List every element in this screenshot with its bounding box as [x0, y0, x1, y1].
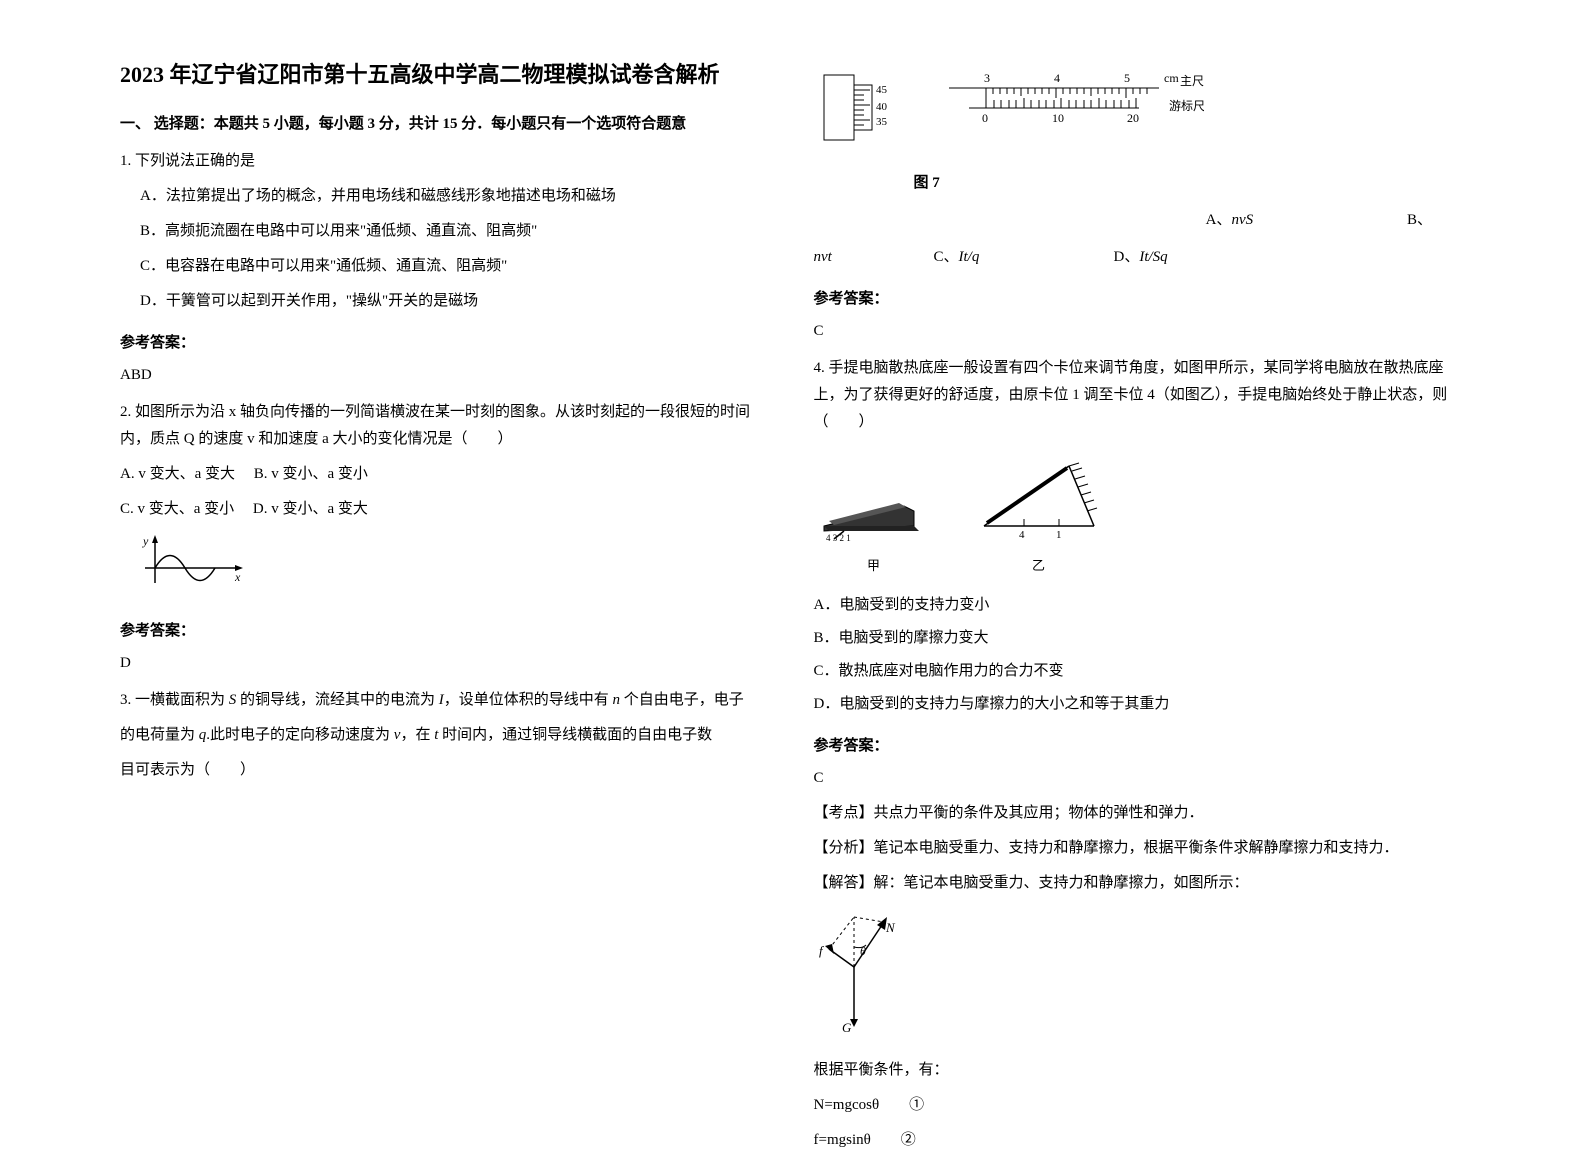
q3-stem-line2: 的电荷量为 q.此时电子的定向移动速度为 v，在 t 时间内，通过铜导线横截面的… — [120, 722, 774, 749]
q1-stem: 1. 下列说法正确的是 — [120, 148, 774, 175]
ruler-figure: 45 40 35 3 4 5 cm — [814, 70, 1468, 160]
q4-analysis-3: 【解答】解：笔记本电脑受重力、支持力和静摩擦力，如图所示： — [814, 870, 1468, 897]
q1-option-b: B．高频扼流圈在电路中可以用来"通低频、通直流、阻高频" — [140, 218, 774, 245]
q3-answer-label: 参考答案： — [814, 286, 1468, 313]
q2-wave-figure: y x — [140, 533, 774, 603]
q3-option-b-prefix: B、 — [1407, 207, 1467, 234]
q1-option-a: A．法拉第提出了场的概念，并用电场线和磁感线形象地描述电场和磁场 — [140, 183, 774, 210]
q3-option-a: A、nvS — [1206, 207, 1407, 234]
right-column: 45 40 35 3 4 5 cm — [794, 60, 1488, 1062]
q1-answer-label: 参考答案： — [120, 330, 774, 357]
q4-option-c: C．散热底座对电脑作用力的合力不变 — [814, 658, 1468, 685]
svg-text:4 3 2 1: 4 3 2 1 — [826, 533, 851, 541]
svg-text:4: 4 — [1019, 529, 1025, 541]
q2-stem: 2. 如图所示为沿 x 轴负向传播的一列简谐横波在某一时刻的图象。从该时刻起的一… — [120, 399, 774, 453]
q3-option-b-val: nvt — [814, 244, 934, 271]
main-scale-label: 主尺 — [1180, 74, 1204, 88]
q2-option-a: A. v 变大、a 变大 — [120, 466, 235, 482]
q3-stem-line1: 3. 一横截面积为 S 的铜导线，流经其中的电流为 I，设单位体积的导线中有 n… — [120, 687, 774, 714]
scale-40: 40 — [876, 101, 888, 113]
force-f-label: f — [819, 943, 825, 958]
page-title: 2023 年辽宁省辽阳市第十五高级中学高二物理模拟试卷含解析 — [120, 60, 774, 91]
vernier-label: 游标尺 — [1169, 99, 1204, 113]
figure-7-label: 图 7 — [914, 170, 1468, 197]
scale-35: 35 — [876, 116, 888, 128]
q4-answer-label: 参考答案： — [814, 733, 1468, 760]
q3-option-c: C、It/q — [934, 244, 1114, 271]
laptop-figures: 4 3 2 1 甲 — [814, 451, 1468, 577]
q2-answer-label: 参考答案： — [120, 618, 774, 645]
q4-analysis-1: 【考点】共点力平衡的条件及其应用；物体的弹性和弹力． — [814, 800, 1468, 827]
force-G-label: G — [842, 1020, 852, 1035]
vertical-scale: 45 40 35 — [814, 70, 904, 160]
question-4: 4. 手提电脑散热底座一般设置有四个卡位来调节角度，如图甲所示，某同学将电脑放在… — [814, 355, 1468, 1154]
force-theta-label: θ — [860, 944, 866, 958]
q2-option-c: C. v 变大、a 变小 — [120, 501, 234, 517]
laptop-jia: 4 3 2 1 甲 — [814, 461, 934, 577]
laptop-yi: 4 1 乙 — [974, 451, 1104, 577]
q3-options-row1: A、nvS B、 — [814, 207, 1468, 234]
q4-option-d: D．电脑受到的支持力与摩擦力的大小之和等于其重力 — [814, 691, 1468, 718]
question-1: 1. 下列说法正确的是 A．法拉第提出了场的概念，并用电场线和磁感线形象地描述电… — [120, 148, 774, 389]
svg-text:10: 10 — [1052, 111, 1064, 125]
y-axis-label: y — [142, 534, 149, 548]
q3-option-d: D、It/Sq — [1114, 244, 1468, 271]
svg-text:cm: cm — [1164, 71, 1179, 85]
q2-option-d: D. v 变小、a 变大 — [253, 501, 368, 517]
label-yi: 乙 — [974, 554, 1104, 577]
q1-option-d: D．干簧管可以起到开关作用，"操纵"开关的是磁场 — [140, 288, 774, 315]
q1-answer: ABD — [120, 362, 774, 389]
q4-eq2: f=mgsinθ ② — [814, 1127, 1468, 1154]
svg-text:1: 1 — [1056, 529, 1062, 541]
label-jia: 甲 — [814, 554, 934, 577]
scale-45: 45 — [876, 84, 888, 96]
left-column: 2023 年辽宁省辽阳市第十五高级中学高二物理模拟试卷含解析 一、 选择题：本题… — [100, 60, 794, 1062]
force-N-label: N — [885, 920, 896, 935]
q4-answer: C — [814, 765, 1468, 792]
svg-text:5: 5 — [1124, 71, 1130, 85]
q4-eq1: N=mgcosθ ① — [814, 1092, 1468, 1119]
svg-text:20: 20 — [1127, 111, 1139, 125]
svg-text:3: 3 — [984, 71, 990, 85]
q1-option-c: C．电容器在电路中可以用来"通低频、通直流、阻高频" — [140, 253, 774, 280]
question-2: 2. 如图所示为沿 x 轴负向传播的一列简谐横波在某一时刻的图象。从该时刻起的一… — [120, 399, 774, 677]
force-diagram: N f G θ — [814, 907, 1468, 1047]
q3-answer: C — [814, 318, 1468, 345]
q4-stem: 4. 手提电脑散热底座一般设置有四个卡位来调节角度，如图甲所示，某同学将电脑放在… — [814, 355, 1468, 436]
q2-option-b: B. v 变小、a 变小 — [254, 466, 368, 482]
q3-stem-line3: 目可表示为（ ） — [120, 757, 774, 784]
q4-option-a: A．电脑受到的支持力变小 — [814, 592, 1468, 619]
q2-answer: D — [120, 650, 774, 677]
svg-text:4: 4 — [1054, 71, 1060, 85]
q3-options-row2: nvt C、It/q D、It/Sq — [814, 244, 1468, 271]
q4-eq-intro: 根据平衡条件，有： — [814, 1057, 1468, 1084]
question-3: 3. 一横截面积为 S 的铜导线，流经其中的电流为 I，设单位体积的导线中有 n… — [120, 687, 774, 784]
svg-text:0: 0 — [982, 111, 988, 125]
section-header: 一、 选择题：本题共 5 小题，每小题 3 分，共计 15 分．每小题只有一个选… — [120, 111, 774, 138]
horizontal-scale: 3 4 5 cm — [944, 70, 1204, 150]
q4-analysis-2: 【分析】笔记本电脑受重力、支持力和静摩擦力，根据平衡条件求解静摩擦力和支持力． — [814, 835, 1468, 862]
q4-option-b: B．电脑受到的摩擦力变大 — [814, 625, 1468, 652]
x-axis-label: x — [234, 570, 241, 584]
